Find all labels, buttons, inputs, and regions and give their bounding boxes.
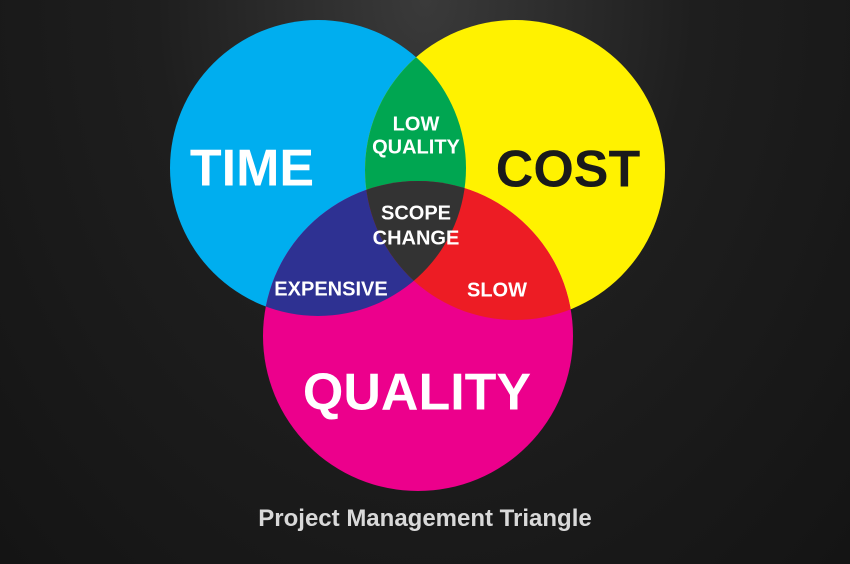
- scope-change-label-line1: SCOPE: [381, 202, 451, 224]
- expensive-label: EXPENSIVE: [274, 278, 387, 300]
- scope-change-label-line2: CHANGE: [373, 227, 460, 249]
- slow-label: SLOW: [467, 279, 527, 301]
- low-quality-label-line2: QUALITY: [372, 136, 460, 158]
- time-quality-overlap: [263, 181, 466, 316]
- cost-label: COST: [496, 141, 641, 199]
- quality-label: QUALITY: [303, 364, 531, 422]
- cost-quality-overlap: [365, 181, 573, 320]
- low-quality-label-line1: LOW: [393, 113, 440, 135]
- diagram-caption: Project Management Triangle: [258, 505, 592, 532]
- time-label: TIME: [190, 140, 314, 198]
